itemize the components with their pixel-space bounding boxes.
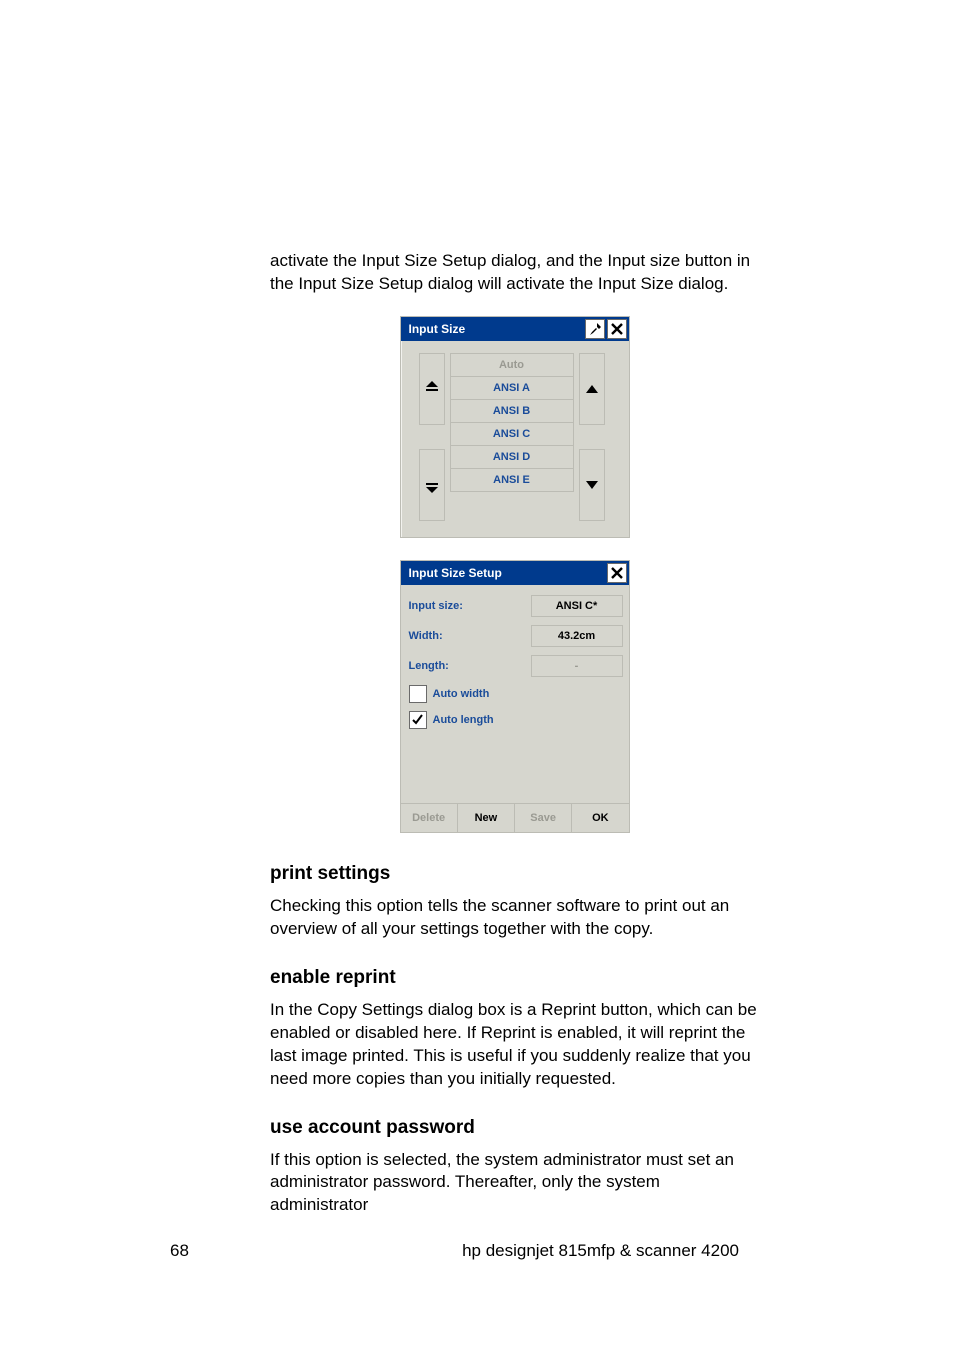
button-row: Delete New Save OK	[401, 803, 629, 832]
value-input-size[interactable]: ANSI C*	[531, 595, 623, 617]
running-title: hp designjet 815mfp & scanner 4200	[270, 1241, 739, 1261]
input-size-titlebar: Input Size	[401, 317, 629, 341]
close-icon[interactable]	[607, 319, 627, 339]
input-size-setup-titlebar: Input Size Setup	[401, 561, 629, 585]
label-auto-width: Auto width	[433, 688, 490, 700]
page-up-button[interactable]	[419, 353, 445, 425]
scroll-up-button[interactable]	[579, 353, 605, 425]
body-use-account-password: If this option is selected, the system a…	[270, 1149, 759, 1218]
save-button[interactable]: Save	[515, 804, 572, 832]
spacer	[407, 733, 623, 803]
size-option-auto[interactable]: Auto	[450, 353, 574, 377]
value-width[interactable]: 43.2cm	[531, 625, 623, 647]
page-down-button[interactable]	[419, 449, 445, 521]
label-auto-length: Auto length	[433, 714, 494, 726]
size-option-ansi-e[interactable]: ANSI E	[450, 468, 574, 492]
body-enable-reprint: In the Copy Settings dialog box is a Rep…	[270, 999, 759, 1091]
label-input-size: Input size:	[407, 600, 531, 612]
page-number: 68	[170, 1241, 270, 1261]
dialog-figures: Input Size	[270, 316, 759, 833]
body-print-settings: Checking this option tells the scanner s…	[270, 895, 759, 941]
ok-button[interactable]: OK	[572, 804, 628, 832]
heading-use-account-password: use account password	[270, 1117, 759, 1139]
row-input-size: Input size: ANSI C*	[407, 591, 623, 621]
new-button[interactable]: New	[458, 804, 515, 832]
intro-paragraph: activate the Input Size Setup dialog, an…	[270, 250, 759, 296]
tool-icon[interactable]	[585, 319, 605, 339]
row-length: Length: -	[407, 651, 623, 681]
input-size-list: Auto ANSI A ANSI B ANSI C ANSI D ANSI E	[401, 341, 629, 537]
heading-print-settings: print settings	[270, 863, 759, 885]
row-auto-length: Auto length	[407, 707, 623, 733]
label-width: Width:	[407, 630, 531, 642]
checkbox-auto-length[interactable]	[409, 711, 427, 729]
label-length: Length:	[407, 660, 531, 672]
input-size-title: Input Size	[409, 322, 583, 336]
page-footer: 68 hp designjet 815mfp & scanner 4200	[0, 1241, 954, 1261]
row-auto-width: Auto width	[407, 681, 623, 707]
close-icon[interactable]	[607, 563, 627, 583]
size-option-ansi-b[interactable]: ANSI B	[450, 399, 574, 423]
size-option-ansi-d[interactable]: ANSI D	[450, 445, 574, 469]
page-nav-col	[419, 353, 445, 521]
size-option-ansi-c[interactable]: ANSI C	[450, 422, 574, 446]
input-size-setup-title: Input Size Setup	[409, 566, 605, 580]
scroll-down-button[interactable]	[579, 449, 605, 521]
checkbox-auto-width[interactable]	[409, 685, 427, 703]
page: activate the Input Size Setup dialog, an…	[0, 0, 954, 1351]
heading-enable-reprint: enable reprint	[270, 967, 759, 989]
delete-button[interactable]: Delete	[401, 804, 458, 832]
input-size-dialog: Input Size	[400, 316, 630, 538]
row-width: Width: 43.2cm	[407, 621, 623, 651]
input-size-setup-dialog: Input Size Setup Input size: ANSI C* Wid…	[400, 560, 630, 833]
size-option-ansi-a[interactable]: ANSI A	[450, 376, 574, 400]
scroll-nav-col	[579, 353, 605, 521]
value-length[interactable]: -	[531, 655, 623, 677]
